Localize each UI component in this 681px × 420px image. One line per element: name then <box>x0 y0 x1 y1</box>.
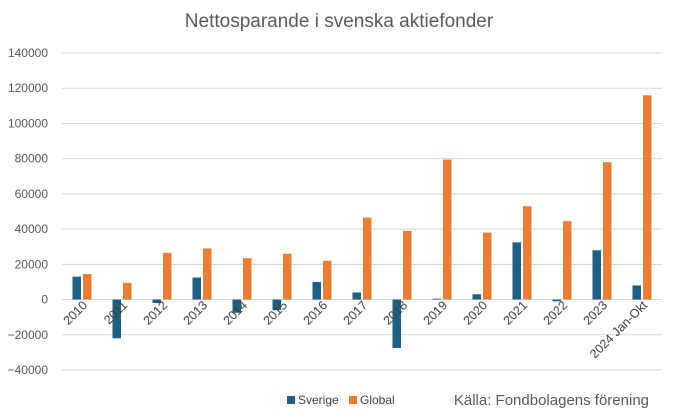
y-axis-ticks: 140000 120000 100000 80000 60000 40000 20000 0 −… <box>8 46 49 377</box>
bar-global-2019 <box>443 159 452 300</box>
bars <box>72 95 652 348</box>
legend-label-global: Global <box>360 393 395 407</box>
bar-sverige-2019 <box>432 298 441 300</box>
bar-sverige-2011 <box>112 299 121 339</box>
x-tick-label: 2020 <box>461 298 491 328</box>
x-tick-label: 2013 <box>181 298 211 328</box>
bar-global-2018 <box>403 230 412 300</box>
bar-global-2021 <box>523 206 532 300</box>
y-tick-label: 40000 <box>15 222 49 236</box>
x-tick-label: 2019 <box>421 298 451 328</box>
bar-global-2024-jan-okt <box>643 95 652 300</box>
source-note: Källa: Fondbolagens förening <box>454 392 649 409</box>
y-tick-label: −20000 <box>8 328 49 342</box>
bar-sverige-2017 <box>352 292 361 300</box>
bar-global-2011 <box>123 282 132 300</box>
x-tick-label: 2016 <box>301 298 331 328</box>
y-tick-label: 120000 <box>8 81 48 95</box>
bar-sverige-2022 <box>552 299 561 302</box>
x-axis-ticks: 2010 2011 2012 2013 2014 2015 2016 2017 2018 2019… <box>61 298 651 361</box>
legend: Sverige Global <box>287 393 395 407</box>
bar-global-2016 <box>323 260 332 300</box>
legend-swatch-sverige <box>287 396 295 404</box>
y-tick-label: 60000 <box>15 187 49 201</box>
bar-sverige-2015 <box>272 299 281 311</box>
bar-sverige-2014 <box>232 299 241 313</box>
x-tick-label: 2017 <box>341 298 371 328</box>
bar-sverige-2010 <box>72 276 81 300</box>
chart-title: Nettosparande i svenska aktiefonder <box>185 11 494 32</box>
bar-sverige-2016 <box>312 281 321 300</box>
gridlines <box>62 52 662 371</box>
bar-sverige-2021 <box>512 242 521 300</box>
x-tick-label: 2012 <box>141 298 171 328</box>
y-tick-label: 0 <box>41 293 48 307</box>
bar-sverige-2018 <box>392 299 401 348</box>
x-tick-label: 2015 <box>261 298 291 328</box>
bar-global-2010 <box>83 274 92 300</box>
bar-global-2023 <box>603 162 612 300</box>
y-tick-label: −40000 <box>8 363 49 377</box>
bar-sverige-2020 <box>472 294 481 300</box>
y-tick-label: 80000 <box>15 152 49 166</box>
legend-swatch-global <box>349 396 357 404</box>
bar-global-2020 <box>483 232 492 300</box>
x-tick-label: 2023 <box>581 298 611 328</box>
x-tick-label: 2014 <box>221 298 251 328</box>
bar-global-2013 <box>203 248 212 300</box>
bar-sverige-2023 <box>592 250 601 300</box>
bar-sverige-2024-jan-okt <box>632 285 641 300</box>
x-tick-label: 2010 <box>61 298 91 328</box>
bar-global-2012 <box>163 252 172 300</box>
x-tick-label: 2022 <box>541 298 571 328</box>
bar-sverige-2012 <box>152 299 161 304</box>
y-tick-label: 100000 <box>8 116 48 130</box>
bar-global-2014 <box>243 258 252 300</box>
bar-global-2015 <box>283 253 292 300</box>
x-tick-label: 2021 <box>501 298 531 328</box>
y-tick-label: 20000 <box>15 257 49 271</box>
legend-label-sverige: Sverige <box>298 393 339 407</box>
bar-sverige-2013 <box>192 277 201 300</box>
bar-global-2017 <box>363 217 372 300</box>
bar-global-2022 <box>563 221 572 300</box>
y-tick-label: 140000 <box>8 46 48 60</box>
